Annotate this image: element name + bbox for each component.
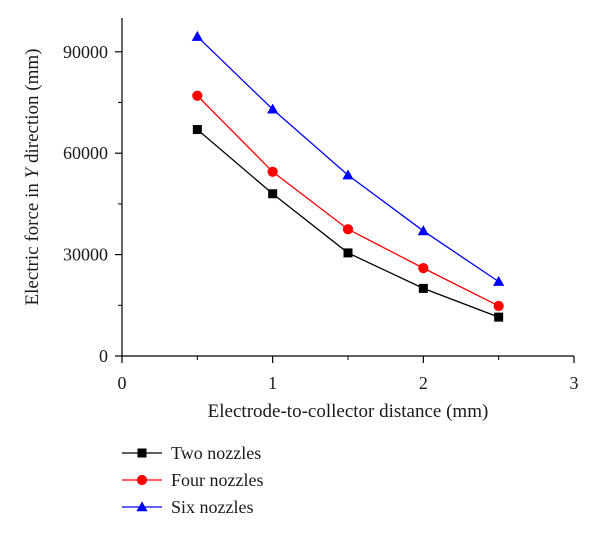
data-point <box>342 224 354 235</box>
legend-label: Four nozzles <box>171 470 263 490</box>
data-point <box>267 166 278 177</box>
data-point <box>343 248 353 258</box>
series-1 <box>192 125 504 322</box>
y-tick-label: 30000 <box>63 245 108 265</box>
series-line <box>196 129 499 318</box>
ticks: 0 1 2 3 0 30000 60000 90000 <box>63 42 579 393</box>
legend-item-3: Six nozzles <box>122 497 254 517</box>
legend-item-2: Four nozzles <box>122 470 263 490</box>
x-tick-label: 3 <box>570 373 579 393</box>
legend-marker <box>136 501 148 512</box>
data-point <box>494 312 504 322</box>
data-point <box>493 275 505 286</box>
data-point <box>342 169 354 180</box>
data-point <box>191 30 203 41</box>
data-point <box>268 189 278 199</box>
y-axis-label-variable: Y <box>22 165 43 178</box>
y-tick-label: 0 <box>99 346 108 366</box>
x-tick-label: 2 <box>419 373 428 393</box>
data-point <box>418 263 429 274</box>
data-point <box>192 125 202 135</box>
legend-item-1: Two nozzles <box>122 443 261 463</box>
series-line <box>196 95 499 307</box>
series-2 <box>192 90 504 312</box>
legend-label: Six nozzles <box>171 497 254 517</box>
y-axis-label: Electric force in Y direction (mm) <box>22 49 43 306</box>
axes <box>121 18 574 357</box>
x-tick-label: 0 <box>118 373 127 393</box>
data-point <box>418 283 428 293</box>
series-line <box>196 36 500 283</box>
data-point <box>267 103 279 114</box>
data-point <box>192 90 203 101</box>
x-axis-label: Electrode-to-collector distance (mm) <box>208 401 489 422</box>
legend-marker <box>136 474 148 486</box>
data-point <box>493 300 504 312</box>
x-tick-label: 1 <box>268 373 277 393</box>
data-point <box>417 225 429 236</box>
y-axis-label-part-1: Electric force in <box>22 178 43 305</box>
y-axis-label-part-3: direction (mm) <box>22 49 43 168</box>
legend-label: Two nozzles <box>171 443 261 463</box>
y-tick-label: 90000 <box>63 42 108 62</box>
legend: Two nozzles Four nozzles Six nozzles <box>122 443 263 517</box>
series-layer <box>191 30 505 322</box>
y-tick-label: 60000 <box>63 143 108 163</box>
series-3 <box>191 30 505 286</box>
legend-marker <box>137 448 147 458</box>
